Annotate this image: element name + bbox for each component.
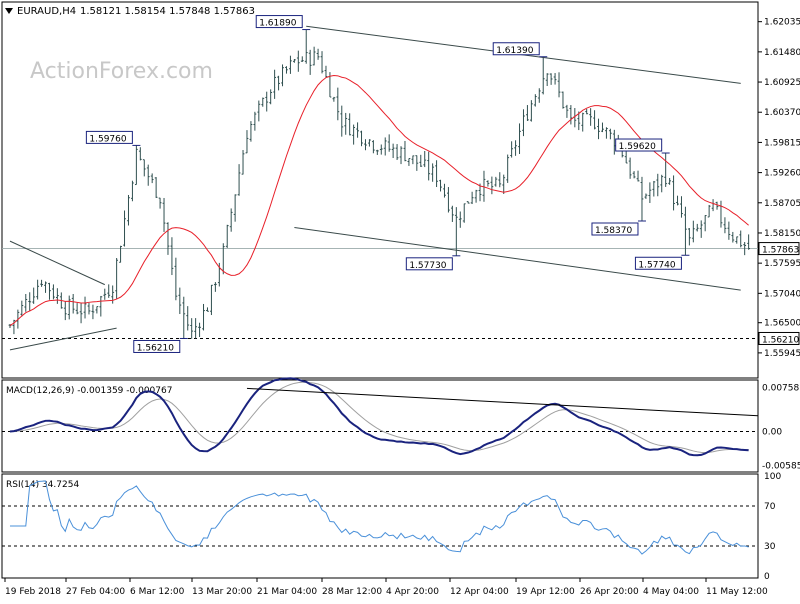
rsi-title: RSI(14) 34.7254 <box>6 480 79 490</box>
time-tick-label: 19 Feb 2018 <box>5 587 61 597</box>
rsi-tick-label: 100 <box>764 472 781 482</box>
price-annotations: 1.61890 1.61390 1.59760 1.59620 1.58370 1.577… <box>85 15 690 353</box>
annotation-box <box>634 256 682 270</box>
annotation-label: 1.61890 <box>259 19 296 29</box>
rsi-tick-label: 0 <box>764 572 770 582</box>
price-tick-label: 1.56500 <box>764 319 800 329</box>
annotation-box <box>133 339 181 353</box>
annotation-box <box>492 42 540 56</box>
price-axis: 1.62035 1.61480 1.60925 1.60370 1.59815 1.592… <box>758 18 800 582</box>
macd-tick-label: 0.007587 <box>762 383 800 393</box>
annotation-box <box>255 15 303 29</box>
time-tick-label: 27 Feb 04:00 <box>66 587 125 597</box>
time-tick-label: 13 Mar 20:00 <box>192 587 252 597</box>
annotation-box <box>591 222 639 236</box>
price-tick-label: 1.58150 <box>764 229 800 239</box>
annotation-label: 1.57740 <box>638 260 675 270</box>
time-tick-label: 26 Apr 20:00 <box>580 587 639 597</box>
price-tick-label: 1.60925 <box>764 78 800 88</box>
macd-main-line <box>9 377 749 457</box>
time-tick-label: 6 Mar 12:00 <box>130 587 185 597</box>
moving-average <box>9 74 749 326</box>
watermark: ActionForex.com <box>30 59 213 84</box>
trendline <box>9 327 117 351</box>
macd-lines <box>9 377 759 457</box>
annotation-label: 1.59620 <box>619 142 656 152</box>
annotation-label: 1.57730 <box>409 261 446 271</box>
rsi-line <box>9 480 749 555</box>
macd-tick-label: -0.005853 <box>762 462 800 472</box>
price-tick-label: 1.57040 <box>764 289 800 299</box>
time-tick-label: 19 Apr 12:00 <box>516 587 575 597</box>
annotation-box <box>85 130 133 144</box>
rsi-tick-label: 70 <box>764 502 776 512</box>
ohlc-values: 1.58121 1.58154 1.57848 1.57863 <box>80 6 255 17</box>
trendline <box>294 227 741 291</box>
price-tick-label: 1.62035 <box>764 18 800 28</box>
grid-layer <box>2 248 758 547</box>
current-price-box <box>758 242 800 256</box>
macd-trendline <box>246 387 759 417</box>
ma-line <box>9 74 749 326</box>
time-axis: 19 Feb 2018 27 Feb 04:00 6 Mar 12:00 13 Mar… <box>4 578 768 597</box>
rsi-line <box>9 480 749 555</box>
current-price-label: 1.57863 <box>762 246 799 256</box>
time-tick-label: 21 Mar 04:00 <box>257 587 317 597</box>
annotation-label: 1.61390 <box>496 46 533 56</box>
annotation-label: 1.58370 <box>595 226 632 236</box>
price-tick-label: 1.58705 <box>764 199 800 209</box>
time-tick-label: 4 May 04:00 <box>643 587 699 597</box>
time-tick-label: 4 Apr 20:00 <box>386 587 439 597</box>
price-tick-label: 1.61480 <box>764 48 800 58</box>
header: EURAUD,H4 1.58121 1.58154 1.57848 1.5786… <box>5 6 255 17</box>
price-tick-label: 1.57595 <box>764 259 800 269</box>
triangle-down-icon <box>5 8 13 14</box>
time-tick-label: 28 Mar 12:00 <box>322 587 382 597</box>
time-tick-label: 11 May 12:00 <box>706 587 768 597</box>
price-panel <box>1 1 759 379</box>
support-price-box <box>758 331 800 345</box>
annotation-label: 1.59760 <box>89 134 126 144</box>
annotation-label: 1.56210 <box>137 343 174 353</box>
macd-tick-label: 0.00 <box>762 428 782 438</box>
trendline <box>9 240 105 286</box>
time-tick-label: 12 Apr 04:00 <box>450 587 509 597</box>
candles <box>8 29 751 339</box>
macd-signal-line <box>9 381 749 454</box>
annotation-box <box>615 138 663 152</box>
price-tick-label: 1.60370 <box>764 108 800 118</box>
macd-title: MACD(12,26,9) -0.001359 -0.000767 <box>6 386 172 396</box>
price-tick-label: 1.59260 <box>764 169 800 179</box>
annotation-box <box>405 257 453 271</box>
price-tick-label: 1.55945 <box>764 349 800 359</box>
price-tick-label: 1.59815 <box>764 138 800 148</box>
support-price-label: 1.56210 <box>762 335 799 345</box>
rsi-tick-label: 30 <box>764 542 776 552</box>
rsi-panel <box>1 473 759 579</box>
symbol-timeframe: EURAUD,H4 <box>17 6 76 17</box>
